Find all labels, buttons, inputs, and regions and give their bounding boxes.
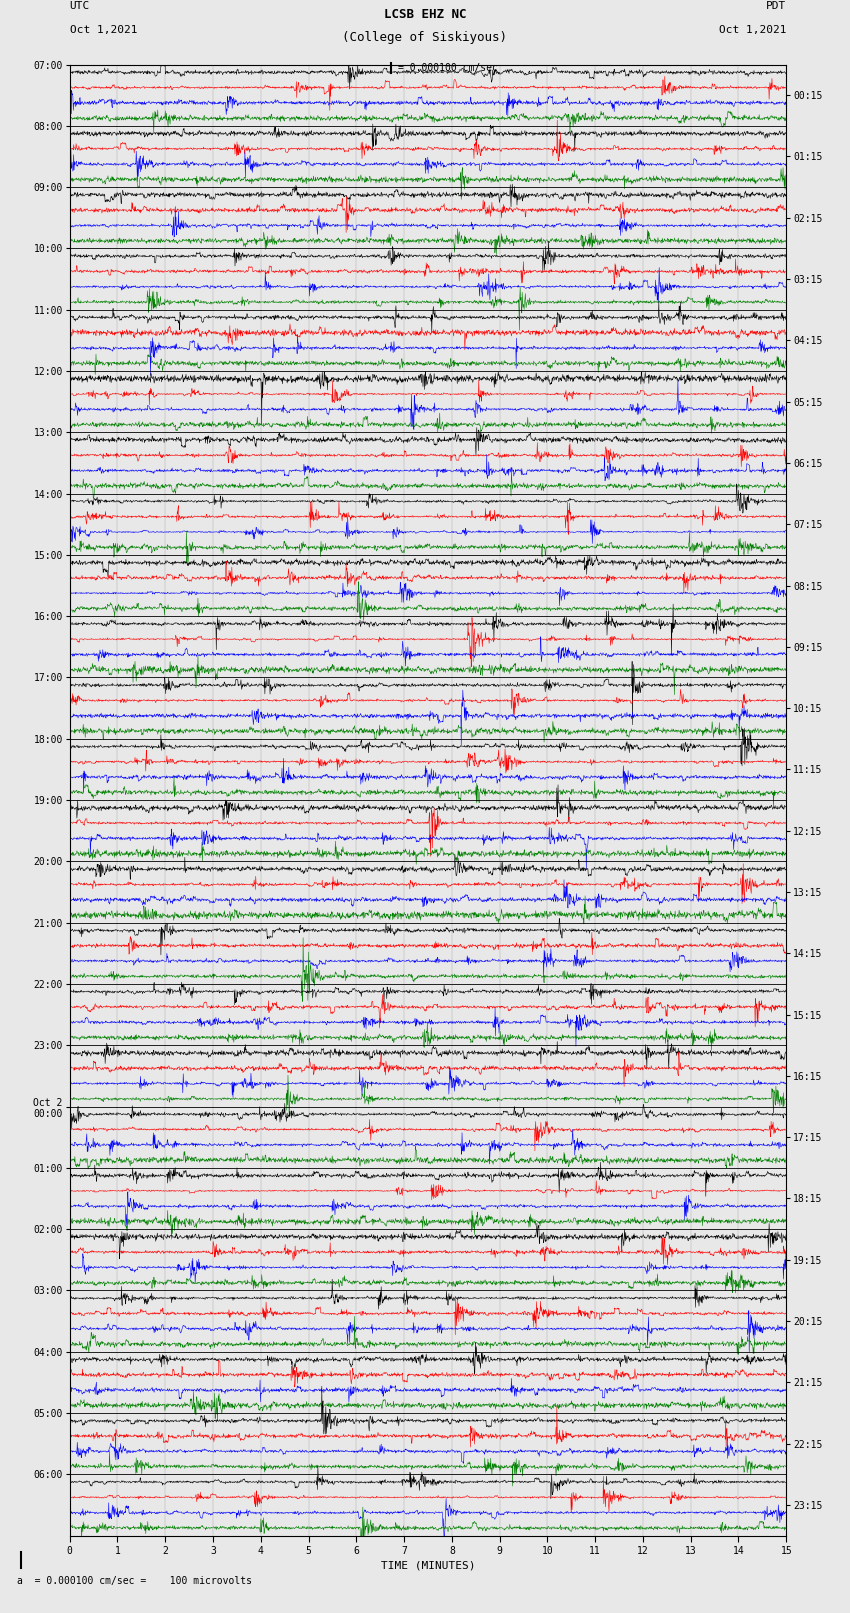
X-axis label: TIME (MINUTES): TIME (MINUTES) [381,1560,475,1569]
Text: Oct 1,2021: Oct 1,2021 [719,26,786,35]
Text: Oct 1,2021: Oct 1,2021 [70,26,137,35]
Text: LCSB EHZ NC: LCSB EHZ NC [383,8,467,21]
Text: = 0.000100 cm/sec: = 0.000100 cm/sec [398,63,497,73]
Text: (College of Siskiyous): (College of Siskiyous) [343,31,507,44]
Text: UTC: UTC [70,2,90,11]
Text: PDT: PDT [766,2,786,11]
Text: a  = 0.000100 cm/sec =    100 microvolts: a = 0.000100 cm/sec = 100 microvolts [17,1576,252,1586]
